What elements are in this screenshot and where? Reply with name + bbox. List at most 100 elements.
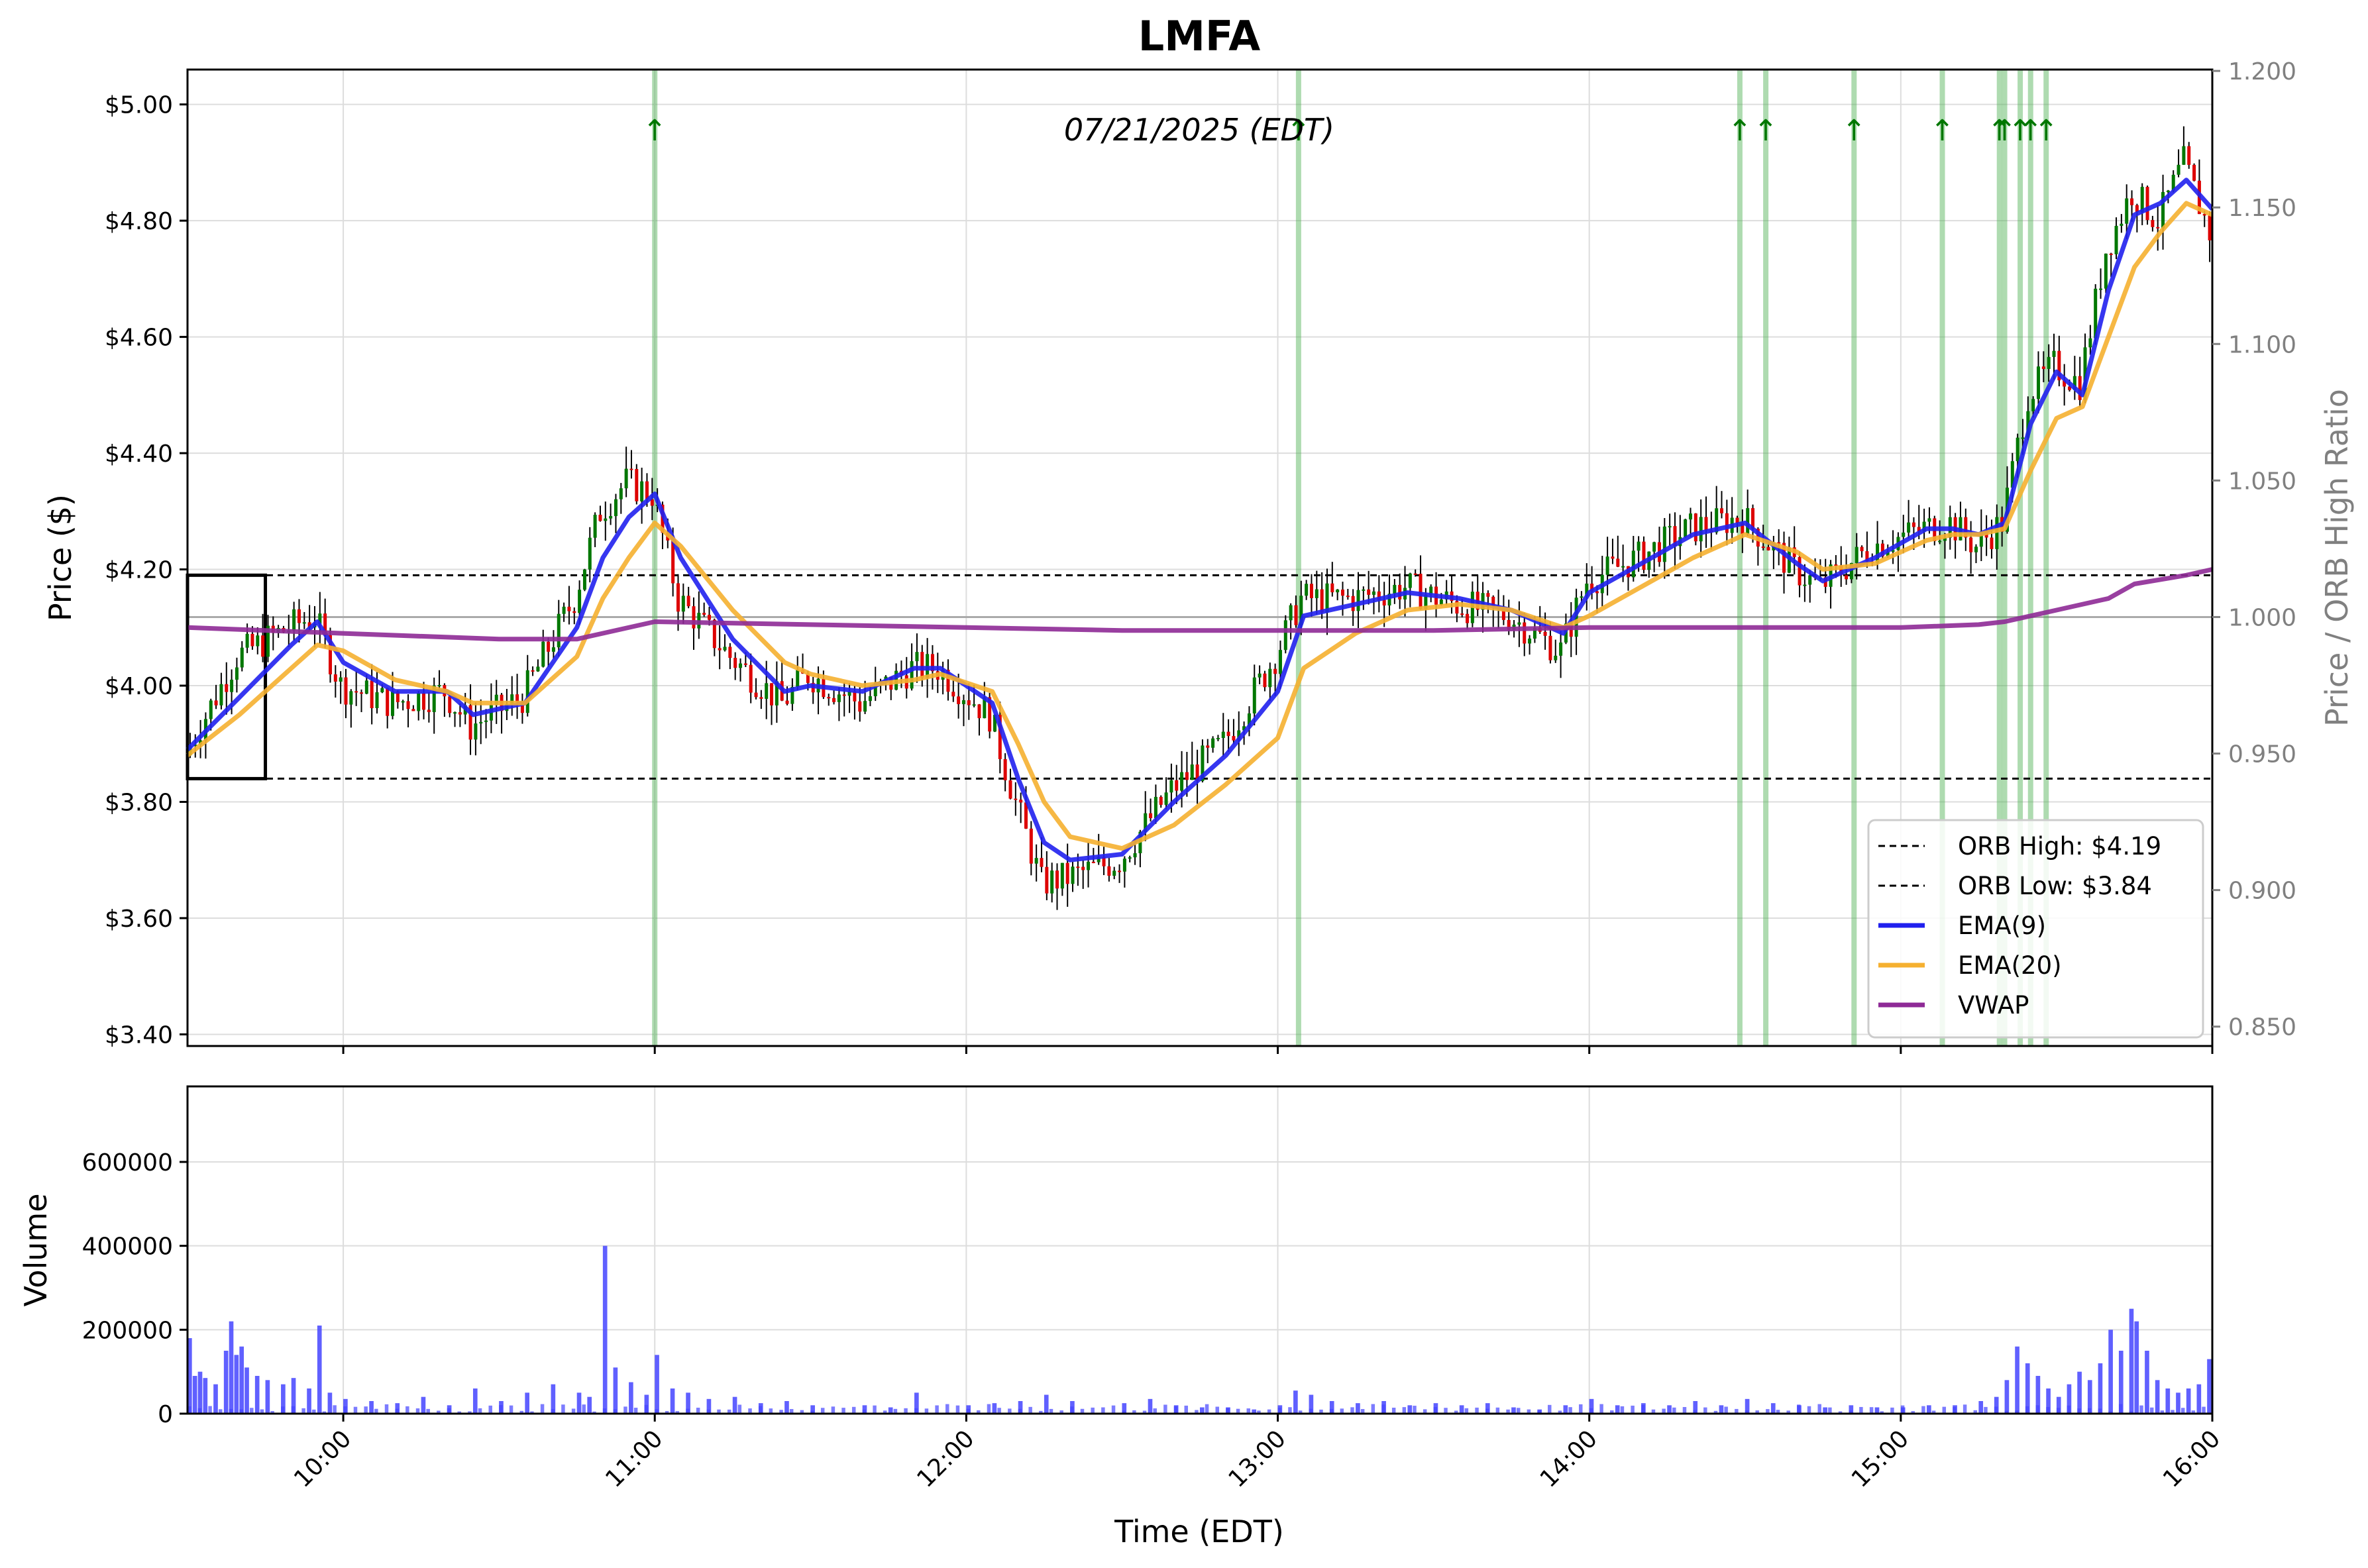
candle-body [2036,366,2040,399]
signal-arrow-icon: ↑ [1930,114,1955,148]
candle-body [868,696,872,702]
volume-bar [587,1396,592,1414]
candle-body [2078,376,2082,400]
volume-bar [1298,1410,1303,1414]
volume-bar [1745,1410,1749,1414]
candle-body [375,692,379,709]
candle-body [1419,574,1423,609]
candle-body [484,720,488,722]
price-y-axis-title: Price ($) [42,494,78,621]
candle-body [957,696,961,704]
candle-body [972,704,976,706]
volume-bar [2067,1405,2071,1414]
candle-body [1886,551,1890,556]
volume-bar [1984,1406,1988,1414]
volume-bar [935,1405,939,1414]
candle-body [1715,508,1719,533]
candle-body [219,684,223,706]
candle-body [598,515,602,521]
volume-bar [208,1406,212,1414]
candle-body [1413,573,1417,575]
candle-body [796,670,800,687]
volume-bar [1329,1401,1334,1414]
volume-bar [1122,1410,1126,1414]
candle-body [785,700,789,704]
candle-body [411,709,415,711]
candle-body [214,700,218,706]
volume-bar [1277,1407,1282,1414]
volume-bar [1849,1410,1853,1414]
candle-body [733,658,737,668]
candle-body [292,609,296,631]
candle-body [328,635,332,674]
signal-band [2027,70,2033,1046]
candle-body [1330,583,1334,593]
candle-body [2171,174,2175,191]
volume-bar [1495,1407,1500,1414]
candle-body [354,691,358,693]
candle-body [728,647,732,658]
volume-bar [291,1378,296,1414]
candle-body [806,673,810,683]
volume-bar [1070,1406,1074,1414]
legend-label-vwap: VWAP [1958,991,2029,1019]
volume-bar [800,1410,804,1414]
volume-bar [1667,1405,1672,1414]
volume-bar [530,1411,534,1414]
volume-bar [810,1405,815,1414]
volume-bar [1319,1409,1323,1414]
candle-body [1340,590,1344,596]
price-y-tick-label: $5.00 [105,92,173,119]
candle-body [1387,594,1391,605]
volume-bar [862,1410,867,1414]
candle-body [386,688,390,716]
chart-title: LMFA [1138,12,1260,60]
volume-bar [748,1408,752,1414]
signal-arrow-icon: ↑ [643,114,667,148]
candle-body [1289,605,1293,621]
candle-body [2021,437,2025,439]
volume-bar [395,1403,400,1414]
volume-bar [820,1408,825,1414]
legend-label-orb-low: ORB Low: $3.84 [1958,872,2152,900]
volume-bar [1817,1404,1821,1414]
candle-body [635,468,639,501]
price-y-tick-label: $4.00 [105,673,173,700]
ratio-y-tick-label: 0.950 [2228,741,2296,768]
volume-bar [1828,1407,1832,1414]
candle-body [1849,562,1853,580]
candle-body [1029,828,1033,864]
volume-bar [1599,1404,1603,1414]
candle-body [1195,764,1199,782]
volume-bar [1360,1409,1365,1414]
volume-bar [1770,1403,1776,1414]
candle-body [1543,631,1547,636]
candle-body [1076,866,1080,868]
volume-bar [1963,1404,1967,1414]
volume-bar [2035,1405,2040,1414]
candle-body [453,712,457,714]
signal-arrow-icon: ↑ [2008,114,2033,148]
candle-body [1169,780,1173,793]
candle-body [1154,796,1157,818]
candle-body [1045,866,1049,894]
candle-body [1201,745,1205,782]
volume-bar [1900,1405,1905,1414]
signal-arrow-icon: ↑ [1992,114,2017,148]
volume-bar [364,1406,368,1414]
candle-body [1834,564,1838,566]
signal-band [652,70,658,1046]
date-annotation: 07/21/2025 (EDT) [1064,112,1334,148]
candle-body [910,661,914,689]
candle-body [297,609,301,623]
signal-arrow-icon: ↑ [2018,114,2043,148]
volume-bar [686,1392,690,1414]
candle-body [712,619,716,649]
candle-body [510,694,514,704]
ratio-y-tick-label: 1.200 [2228,58,2296,85]
candle-body [1206,745,1210,748]
volume-bar [717,1409,721,1414]
candle-body [2208,215,2212,240]
candle-body [993,714,996,732]
volume-bar [1859,1406,1863,1414]
